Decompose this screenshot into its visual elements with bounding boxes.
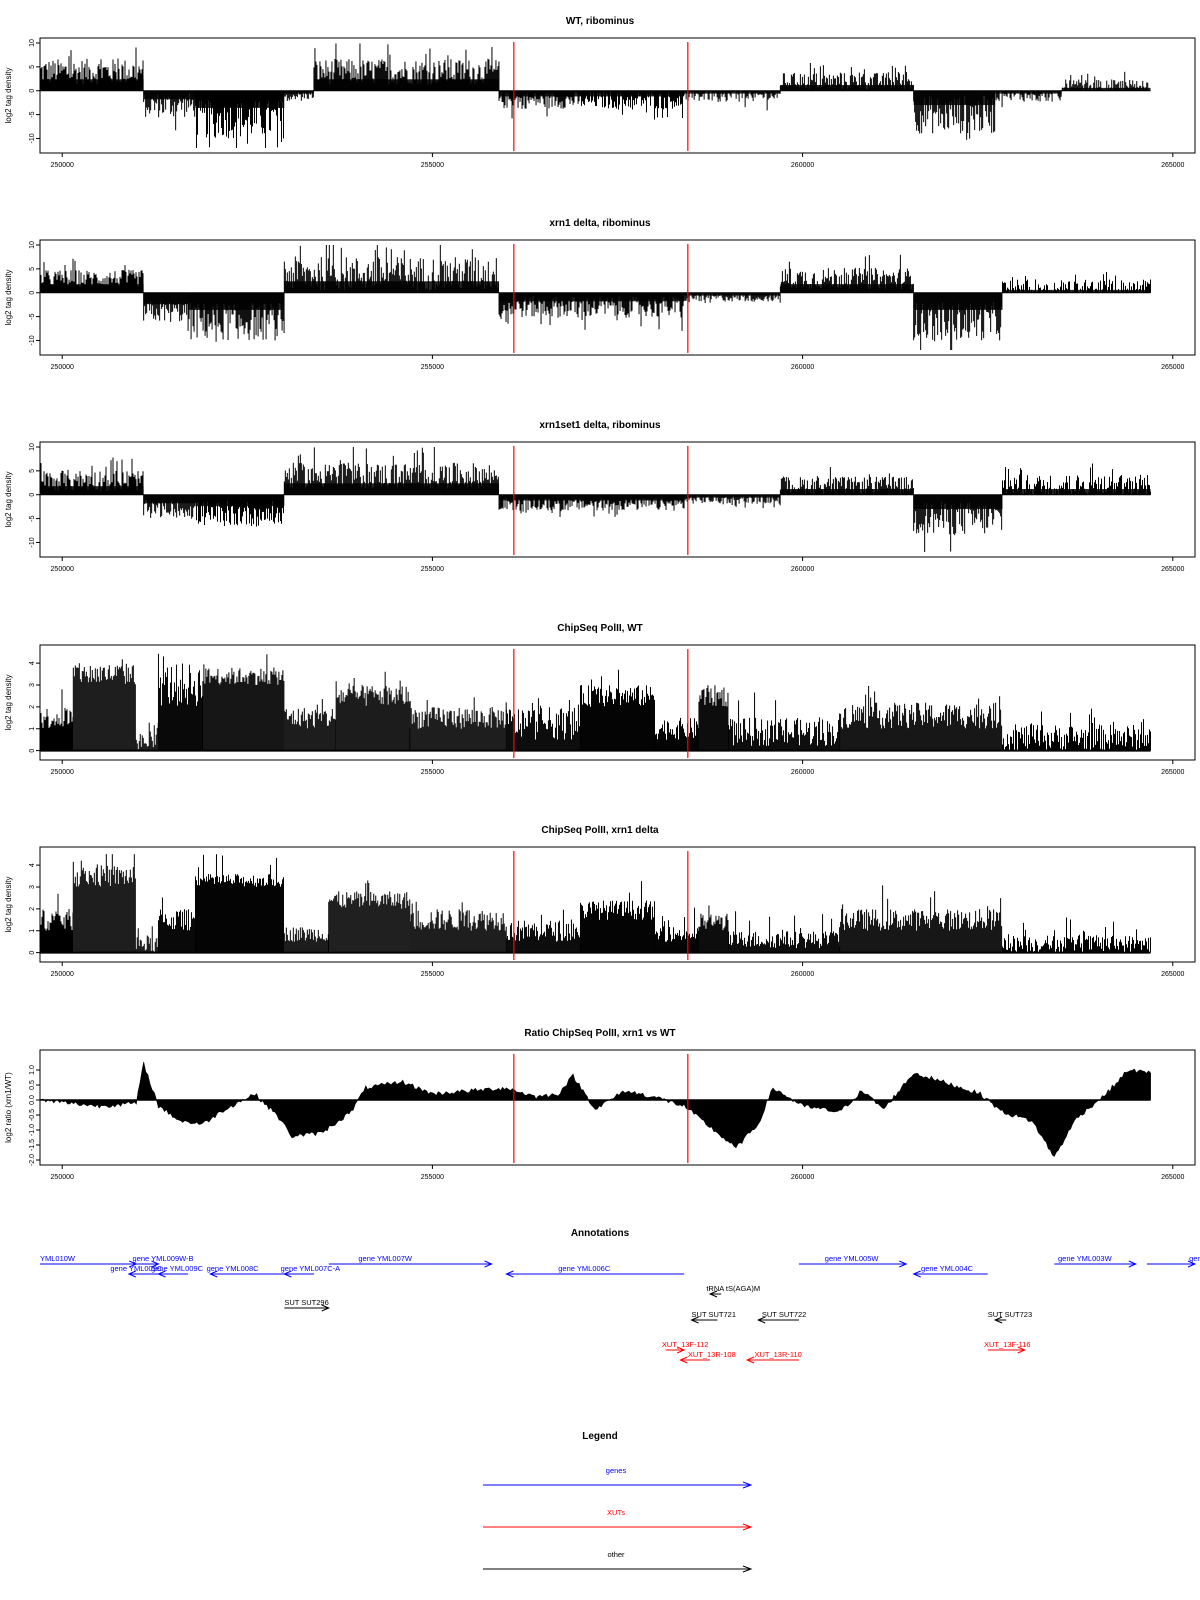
y-tick-label: 3: [29, 683, 36, 687]
plot-frame: [39, 441, 1196, 558]
x-tick-label: 250000: [51, 971, 74, 978]
density-fill: [499, 292, 685, 302]
y-tick-label: 5: [29, 267, 36, 271]
density-fill: [143, 494, 196, 504]
x-tick-label: 250000: [51, 566, 74, 573]
density-fill: [40, 79, 144, 91]
density-fill: [913, 90, 996, 106]
y-tick-label: 5: [29, 469, 36, 473]
density-fill: [913, 494, 1003, 510]
y-axis-label: log2 tag density: [4, 471, 13, 527]
x-tick-label: 260000: [791, 162, 814, 169]
density-fill: [188, 292, 285, 310]
x-tick-label: 255000: [421, 162, 444, 169]
y-tick-label: -10: [29, 335, 36, 345]
x-tick-label: 265000: [1161, 162, 1184, 169]
y-tick-label: -10: [29, 537, 36, 547]
y-axis-label: log2 tag density: [4, 67, 13, 123]
y-tick-label: 4: [29, 661, 36, 665]
density-fill: [580, 90, 685, 97]
chart-panel-3: ChipSeq PolII, WT log2 tag density 4 3 2 1 0 25…: [4, 623, 1196, 776]
density-fill: [195, 494, 285, 507]
panel-title: WT, ribominus: [566, 16, 635, 27]
density-fill: [40, 486, 144, 495]
panel-title: ChipSeq PolII, xrn1 delta: [541, 825, 659, 836]
x-tick-label: 260000: [791, 566, 814, 573]
plot-frame: [39, 239, 1196, 356]
y-tick-label: 3: [29, 885, 36, 889]
density-fill: [780, 284, 914, 293]
y-tick-label: 1: [29, 929, 36, 933]
plot-frame: [39, 644, 1196, 761]
density-fill: [195, 90, 285, 108]
x-tick-label: 260000: [791, 971, 814, 978]
density-fill: [780, 85, 914, 91]
density-fill: [913, 292, 1003, 310]
x-tick-label: 255000: [421, 566, 444, 573]
density-fill: [499, 90, 581, 97]
y-tick-label: 0: [29, 291, 36, 295]
x-tick-label: 265000: [1161, 566, 1184, 573]
y-tick-label: -10: [29, 133, 36, 143]
y-tick-label: -5: [29, 111, 36, 117]
panel-title: xrn1set1 delta, ribominus: [539, 420, 661, 431]
chart-panel-2: xrn1set1 delta, ribominus log2 tag densit…: [4, 420, 1196, 573]
y-tick-label: 10: [29, 241, 36, 249]
y-tick-label: 4: [29, 863, 36, 867]
density-fill: [143, 292, 189, 305]
x-tick-label: 260000: [791, 769, 814, 776]
density-fill: [313, 79, 500, 91]
x-tick-label: 250000: [51, 769, 74, 776]
density-fill: [284, 281, 500, 293]
density-fill: [1002, 289, 1151, 293]
density-fill: [780, 489, 914, 495]
y-axis-label: log2 tag density: [4, 876, 13, 932]
y-tick-label: 5: [29, 65, 36, 69]
density-fill: [1002, 489, 1151, 495]
y-tick-label: 2: [29, 907, 36, 911]
x-tick-label: 255000: [421, 364, 444, 371]
panel-title: ChipSeq PolII, WT: [557, 623, 643, 634]
chart-panel-4: ChipSeq PolII, xrn1 delta log2 tag densit…: [4, 825, 1196, 978]
y-tick-label: -5: [29, 313, 36, 319]
y-axis-label: log2 tag density: [4, 674, 13, 730]
y-tick-label: 0: [29, 749, 36, 753]
x-tick-label: 250000: [51, 162, 74, 169]
plot-frame: [39, 846, 1196, 963]
density-fill: [684, 494, 781, 498]
x-tick-label: 265000: [1161, 971, 1184, 978]
y-tick-label: 0: [29, 493, 36, 497]
plot-frame: [39, 37, 1196, 154]
y-tick-label: 0: [29, 89, 36, 93]
y-tick-label: -5: [29, 515, 36, 521]
density-fill: [499, 494, 685, 501]
y-tick-label: 10: [29, 443, 36, 451]
density-fill: [684, 90, 781, 94]
y-tick-label: 2: [29, 705, 36, 709]
density-fill: [284, 90, 314, 94]
density-fill: [284, 483, 500, 495]
chart-panel-1: xrn1 delta, ribominus log2 tag density 10 5…: [4, 218, 1196, 371]
density-fill: [1061, 87, 1151, 91]
x-tick-label: 265000: [1161, 364, 1184, 371]
x-tick-label: 265000: [1161, 769, 1184, 776]
y-tick-label: 1: [29, 727, 36, 731]
density-fill: [143, 90, 196, 100]
y-tick-label: 10: [29, 39, 36, 47]
y-axis-label: log2 tag density: [4, 269, 13, 325]
x-tick-label: 255000: [421, 769, 444, 776]
panel-title: xrn1 delta, ribominus: [549, 218, 651, 229]
y-tick-label: 0: [29, 951, 36, 955]
chart-panel-0: WT, ribominus log2 tag density 10 5 0 -5 -10 25…: [4, 16, 1196, 169]
x-tick-label: 250000: [51, 364, 74, 371]
density-fill: [40, 284, 144, 293]
x-tick-label: 255000: [421, 971, 444, 978]
x-tick-label: 260000: [791, 364, 814, 371]
density-fill: [995, 90, 1062, 94]
density-fill: [684, 292, 781, 296]
